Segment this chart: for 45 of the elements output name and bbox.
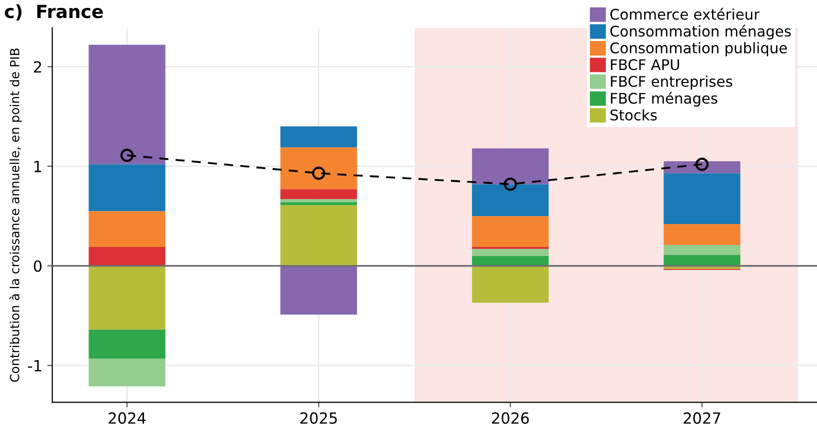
legend-label: Consommation publique <box>610 42 787 56</box>
point <box>504 178 517 191</box>
bar <box>472 256 549 266</box>
y-tick-label: 0 <box>34 260 42 272</box>
bar <box>88 330 166 358</box>
x-tick-label: 2027 <box>684 412 720 424</box>
bar <box>664 173 740 224</box>
bar <box>472 148 549 184</box>
legend-label: Stocks <box>610 109 657 121</box>
y-tick-label: 1 <box>34 160 42 172</box>
bar <box>88 246 166 266</box>
legend-label: Commerce extérieur <box>610 8 760 20</box>
bar <box>88 211 166 247</box>
bar <box>472 216 549 247</box>
bar <box>280 147 358 190</box>
bar <box>472 248 549 256</box>
point <box>120 148 134 162</box>
point <box>312 166 326 180</box>
bar <box>664 244 740 255</box>
bar <box>472 184 549 216</box>
x-tick-label: 2024 <box>108 412 146 424</box>
bar <box>472 266 549 303</box>
y-axis-title: Contribution à la croissance annuelle, en point de PIB <box>9 48 22 382</box>
bar <box>280 199 358 202</box>
bar <box>280 189 358 200</box>
x-tick-label: 2025 <box>300 412 337 424</box>
y-tick-label: -1 <box>28 360 42 372</box>
x-tick-label: 2026 <box>492 412 529 424</box>
bar <box>280 266 358 315</box>
y-tick-label: 2 <box>34 61 42 72</box>
bar <box>280 126 358 148</box>
bar <box>88 164 166 212</box>
legend-label: Consommation ménages <box>610 24 791 40</box>
bar <box>88 266 166 330</box>
bar <box>280 205 358 266</box>
chart-title: c) France <box>4 4 103 20</box>
bar <box>664 224 740 245</box>
legend-label: FBCF APU <box>610 59 680 70</box>
legend-label: FBCF entreprises <box>610 76 732 90</box>
point <box>695 158 709 171</box>
bar <box>88 44 166 164</box>
bar <box>664 254 740 266</box>
legend-label: FBCF ménages <box>610 92 718 107</box>
bar <box>280 202 358 206</box>
bar <box>88 358 166 386</box>
